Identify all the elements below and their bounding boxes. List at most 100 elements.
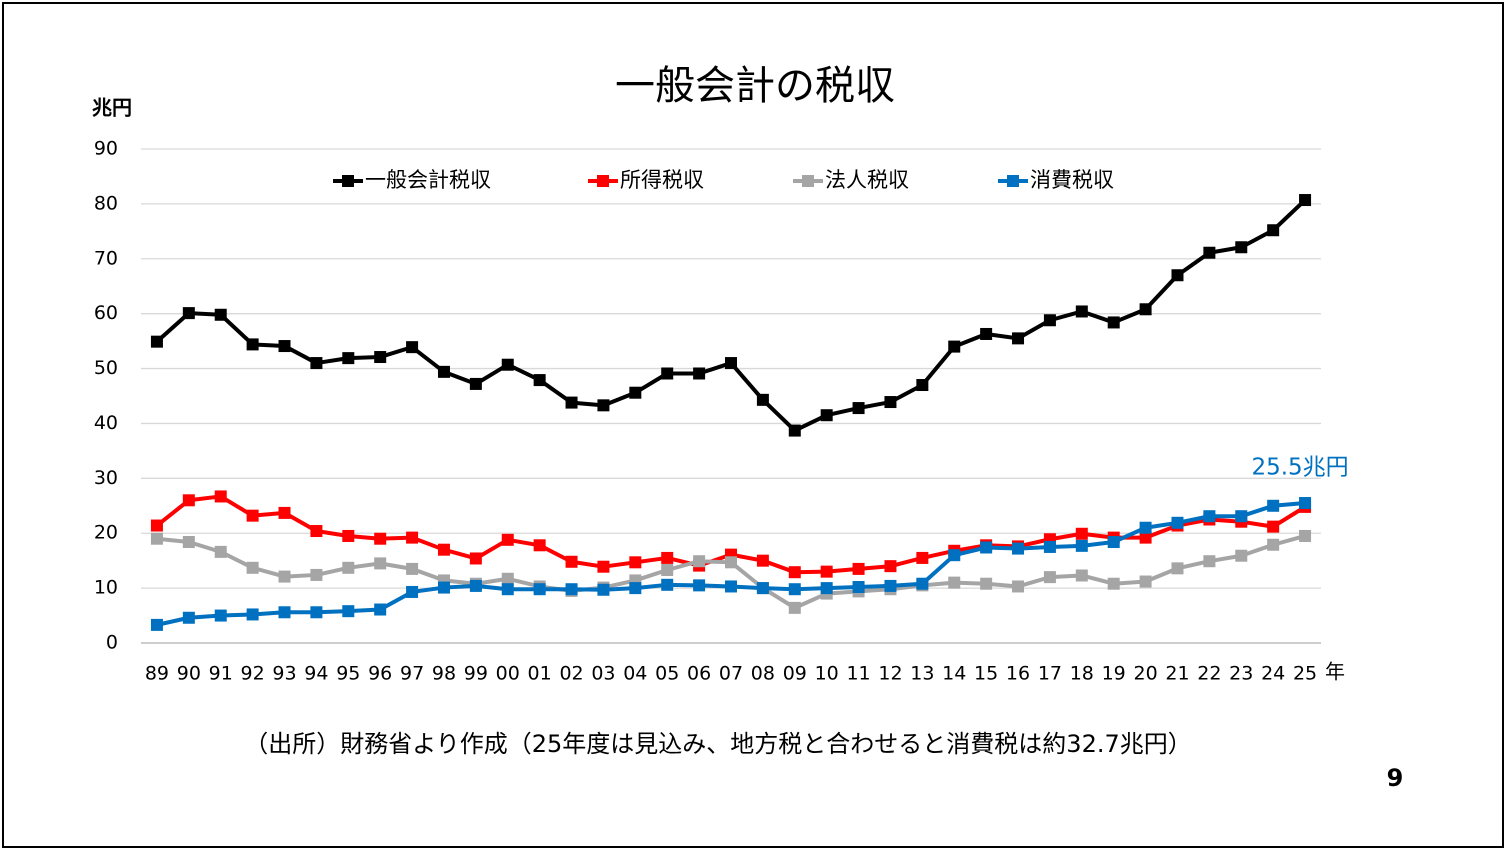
data-point: [1267, 224, 1280, 237]
data-point: [501, 358, 514, 371]
data-point: [916, 577, 929, 590]
data-point: [916, 379, 929, 392]
data-point: [820, 582, 833, 595]
x-tick-label: 99: [464, 663, 488, 685]
data-point: [1075, 527, 1088, 540]
data-point: [948, 576, 961, 589]
data-point: [948, 340, 961, 353]
x-tick-label: 19: [1102, 663, 1126, 685]
data-point: [310, 568, 323, 581]
legend-swatch-marker: [342, 175, 354, 187]
x-tick-label: 18: [1070, 663, 1094, 685]
data-point: [374, 603, 387, 616]
data-point: [788, 566, 801, 579]
x-tick-label: 06: [687, 663, 711, 685]
x-tick-label: 05: [655, 663, 679, 685]
data-point: [725, 556, 737, 569]
x-tick-label: 95: [336, 663, 360, 685]
x-tick-label: 22: [1197, 663, 1221, 685]
y-tick-label: 70: [94, 247, 118, 269]
data-point: [852, 562, 865, 575]
data-point: [214, 545, 227, 558]
data-point: [661, 367, 674, 380]
data-point: [661, 551, 674, 564]
data-point: [437, 581, 450, 594]
data-point: [342, 561, 355, 574]
y-axis-label: 兆円: [92, 96, 132, 120]
data-point: [756, 393, 769, 406]
data-point: [629, 556, 642, 569]
data-point: [150, 335, 163, 348]
x-tick-label: 24: [1261, 663, 1285, 685]
data-point: [597, 583, 610, 596]
x-tick-label: 04: [623, 663, 647, 685]
data-point: [437, 543, 450, 556]
data-point: [1012, 332, 1025, 345]
data-point: [820, 409, 833, 422]
data-point: [1267, 538, 1280, 551]
data-point: [1235, 549, 1248, 562]
data-point: [1043, 571, 1056, 584]
data-point: [374, 532, 387, 545]
data-point: [788, 424, 801, 437]
data-point: [788, 601, 801, 614]
data-point: [725, 580, 737, 593]
data-point: [278, 506, 291, 519]
data-point: [565, 583, 578, 596]
data-point: [980, 541, 993, 554]
data-point: [980, 577, 993, 590]
x-tick-label: 21: [1165, 663, 1189, 685]
x-tick-label: 10: [815, 663, 839, 685]
x-tick-label: 02: [559, 663, 583, 685]
x-tick-label: 91: [209, 663, 233, 685]
data-point: [884, 560, 897, 573]
data-point: [1075, 539, 1088, 552]
y-tick-label: 30: [94, 467, 118, 489]
data-point: [214, 609, 227, 622]
data-point: [342, 605, 355, 618]
data-point: [246, 509, 259, 522]
data-point: [1075, 569, 1088, 582]
data-point: [597, 560, 610, 573]
data-point: [469, 377, 482, 390]
data-point: [629, 386, 642, 399]
x-tick-label: 01: [528, 663, 552, 685]
legend-swatch-marker: [597, 175, 609, 187]
data-point: [469, 579, 482, 592]
data-point: [533, 583, 546, 596]
x-tick-label: 20: [1134, 663, 1158, 685]
data-point: [661, 578, 674, 591]
data-point: [1299, 194, 1312, 207]
data-point: [661, 563, 674, 576]
y-tick-label: 60: [94, 302, 118, 324]
data-point: [246, 338, 259, 351]
data-point: [916, 551, 929, 564]
page-number: 9: [1387, 764, 1404, 792]
data-point: [1267, 499, 1280, 512]
x-tick-label: 07: [719, 663, 743, 685]
data-point: [437, 365, 450, 378]
data-point: [980, 327, 993, 340]
data-point: [820, 565, 833, 578]
data-point: [501, 583, 514, 596]
data-point: [406, 562, 419, 575]
data-point: [1012, 580, 1025, 593]
data-point: [1139, 531, 1152, 544]
data-point: [1139, 303, 1152, 316]
data-point: [565, 555, 578, 568]
x-tick-label: 15: [974, 663, 998, 685]
x-tick-label: 89: [145, 663, 169, 685]
data-point: [278, 606, 291, 619]
legend-swatch-marker: [1007, 175, 1019, 187]
data-point: [756, 554, 769, 567]
y-tick-label: 0: [106, 632, 118, 654]
x-axis-label: 年: [1325, 660, 1345, 684]
data-point: [150, 618, 163, 631]
data-point: [374, 351, 387, 364]
data-point: [629, 582, 642, 595]
data-point: [1203, 246, 1216, 259]
data-point: [310, 525, 323, 538]
x-tick-label: 16: [1006, 663, 1030, 685]
data-point: [246, 608, 259, 621]
data-point: [1075, 305, 1088, 318]
